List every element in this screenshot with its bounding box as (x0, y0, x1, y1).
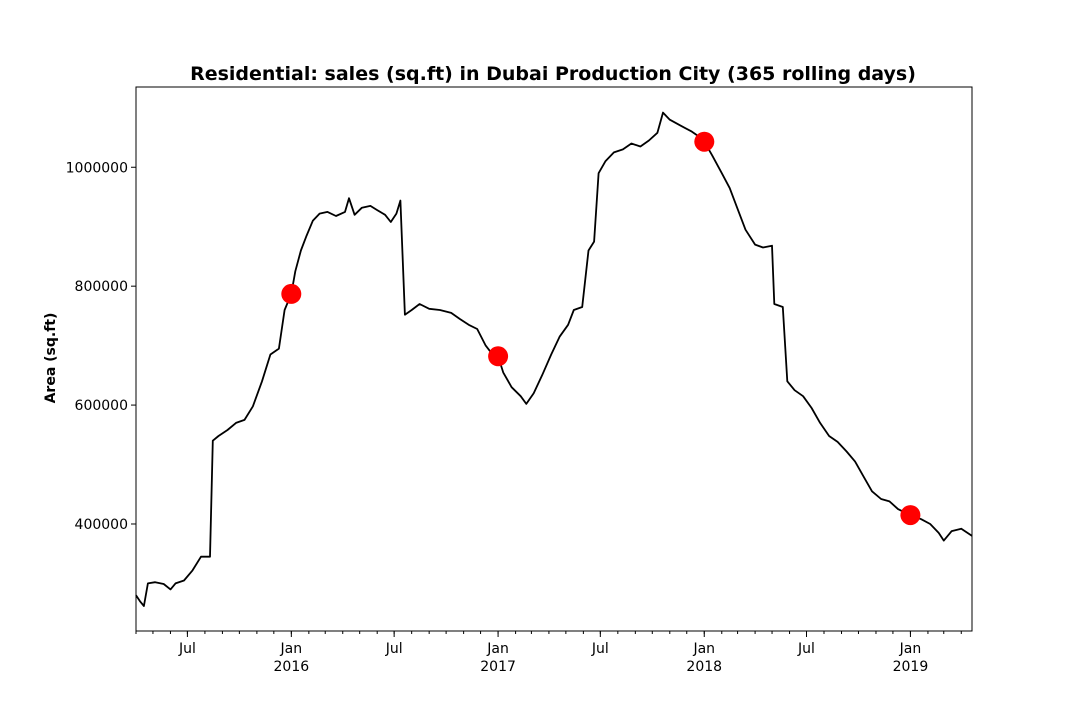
y-axis-label: Area (sq.ft) (43, 313, 59, 404)
x-tick-label: Jan (486, 641, 509, 657)
series-line-0 (135, 111, 973, 607)
x-tick-label: Jan (899, 641, 922, 657)
plot-area (135, 111, 973, 607)
x-tick-label: Jan (280, 641, 303, 657)
x-tick-year-label: 2017 (480, 659, 516, 675)
axis-ticks: 400000 600000 800000 1000000 Jul Jan 2016 Jul Ja… (66, 160, 962, 675)
x-tick-year-label: 2016 (274, 659, 310, 675)
chart-title: Residential: sales (sq.ft) in Dubai Prod… (190, 63, 916, 85)
y-tick-label: 800000 (75, 279, 128, 295)
y-tick-label: 1000000 (66, 160, 128, 176)
axes-frame (135, 86, 973, 632)
x-tick-year-label: 2019 (893, 659, 929, 675)
x-tick-label: Jul (178, 641, 196, 657)
x-tick-label: Jul (591, 641, 609, 657)
highlight-marker-3 (900, 505, 921, 526)
x-tick-year-label: 2018 (686, 659, 722, 675)
highlight-marker-1 (488, 346, 509, 367)
y-tick-label: 400000 (75, 517, 128, 533)
y-tick-label: 600000 (75, 398, 128, 414)
x-tick-label: Jan (692, 641, 715, 657)
x-tick-label: Jul (797, 641, 815, 657)
highlight-marker-0 (281, 283, 302, 304)
x-tick-label: Jul (385, 641, 403, 657)
highlight-marker-2 (694, 131, 715, 152)
